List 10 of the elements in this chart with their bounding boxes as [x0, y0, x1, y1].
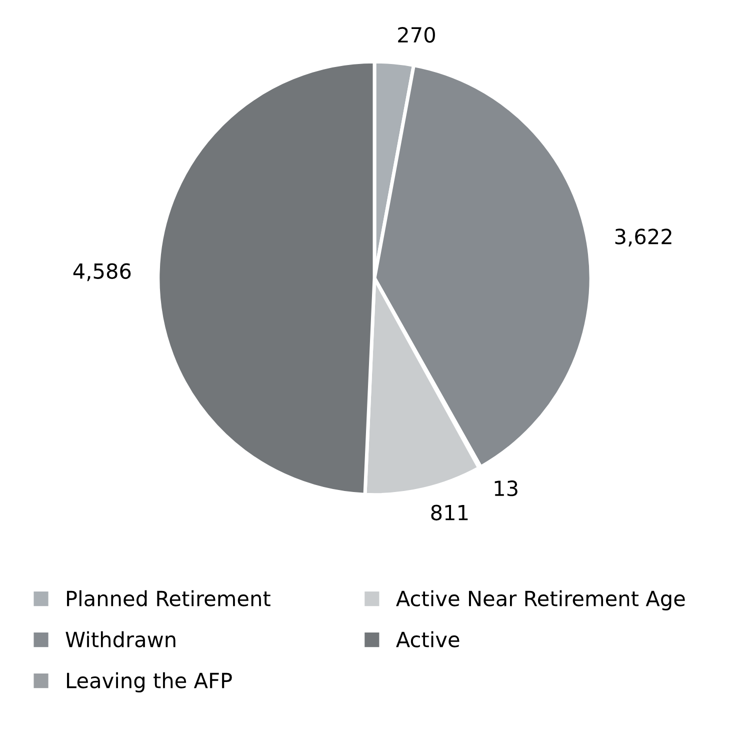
legend-label: Withdrawn	[66, 631, 176, 648]
legend-label: Leaving the AFP	[67, 672, 232, 692]
legend-label: Active	[396, 631, 460, 648]
data-label: 811	[431, 504, 468, 520]
legend-label: Active Near Retirement Age	[396, 590, 685, 610]
data-label: 4,586	[73, 263, 131, 282]
data-label: 3,622	[615, 228, 672, 247]
data-label: 13	[494, 480, 518, 496]
data-label: 270	[398, 26, 435, 43]
legend-label: Planned Retirement	[67, 590, 270, 606]
